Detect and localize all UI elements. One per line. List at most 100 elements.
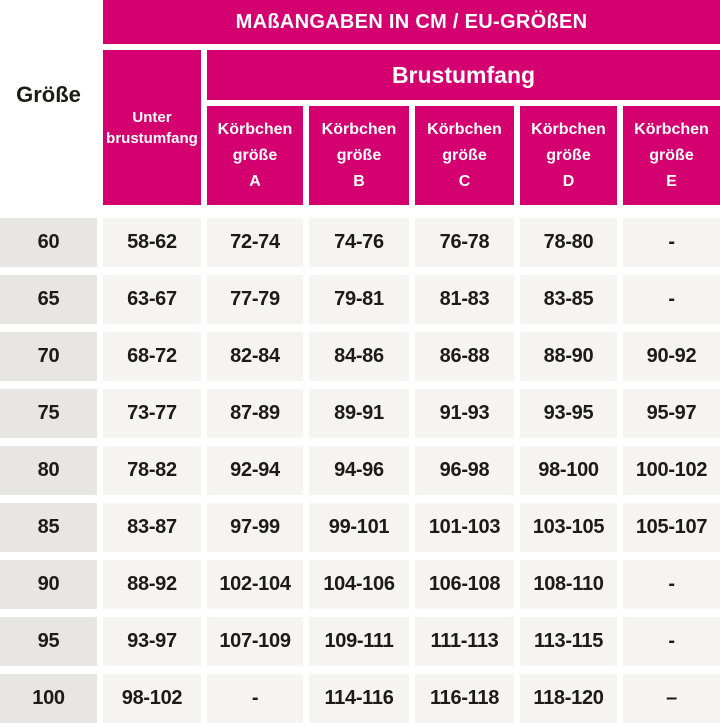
table-row: 65 63-67 77-79 79-81 81-83 83-85- xyxy=(0,275,720,324)
value-cell: - xyxy=(207,674,303,723)
cup-d-column-header: Körbchen größe D xyxy=(520,106,617,205)
value-cell: 111-113 xyxy=(415,617,514,666)
size-cell: 70 xyxy=(0,332,97,381)
table-row: 90 88-92 102-104 104-106 106-108 108-110- xyxy=(0,560,720,609)
cup-label-line2: größe xyxy=(546,146,591,164)
value-cell: 106-108 xyxy=(415,560,514,609)
cup-label-line1: Körbchen xyxy=(321,120,397,138)
cup-label-line1: Körbchen xyxy=(217,120,293,138)
cup-label-line1: Körbchen xyxy=(634,120,709,138)
table-title: MAßANGABEN IN CM / EU-GRÖßEN xyxy=(235,10,588,33)
cup-letter: A xyxy=(249,172,261,190)
value-cell: 95-97 xyxy=(623,389,720,438)
value-cell: 116-118 xyxy=(415,674,514,723)
value-cell: 86-88 xyxy=(415,332,514,381)
cup-label-line2: größe xyxy=(232,146,278,164)
value-cell: 89-91 xyxy=(309,389,409,438)
table-row: 95 93-97 107-109 109-111 111-113 113-115- xyxy=(0,617,720,666)
value-cell: 97-99 xyxy=(207,503,303,552)
size-cell: 75 xyxy=(0,389,97,438)
value-cell: 74-76 xyxy=(309,218,409,267)
value-cell: 88-90 xyxy=(520,332,617,381)
value-cell: - xyxy=(623,275,720,324)
cup-letter: E xyxy=(666,172,677,190)
value-cell: 88-92 xyxy=(103,560,201,609)
value-cell: 68-72 xyxy=(103,332,201,381)
value-cell: 78-80 xyxy=(520,218,617,267)
value-cell: 77-79 xyxy=(207,275,303,324)
value-cell: 113-115 xyxy=(520,617,617,666)
cup-c-column-header: Körbchen größe C xyxy=(415,106,514,205)
value-cell: - xyxy=(623,560,720,609)
bust-group-label: Brustumfang xyxy=(391,61,536,88)
table-row: 100 98-102-114-116 116-118 118-120– xyxy=(0,674,720,723)
value-cell: 104-106 xyxy=(309,560,409,609)
value-cell: 98-100 xyxy=(520,446,617,495)
cup-letter: B xyxy=(353,172,365,190)
cup-label-line2: größe xyxy=(336,146,382,164)
value-cell: 83-87 xyxy=(103,503,201,552)
value-cell: 91-93 xyxy=(415,389,514,438)
table-row: 60 58-62 72-74 74-76 76-78 78-80- xyxy=(0,218,720,267)
size-cell: 100 xyxy=(0,674,97,723)
value-cell: 84-86 xyxy=(309,332,409,381)
size-cell: 65 xyxy=(0,275,97,324)
value-cell: 101-103 xyxy=(415,503,514,552)
underbust-column-header: Unter brustumfang xyxy=(103,50,201,205)
value-cell: 72-74 xyxy=(207,218,303,267)
bust-group-header: Brustumfang xyxy=(207,50,720,100)
value-cell: 107-109 xyxy=(207,617,303,666)
table-body: 60 58-62 72-74 74-76 76-78 78-80-65 63-67 77-79… xyxy=(0,218,720,723)
value-cell: 83-85 xyxy=(520,275,617,324)
value-cell: 94-96 xyxy=(309,446,409,495)
cup-label-line1: Körbchen xyxy=(531,120,606,138)
table-row: 70 68-72 82-84 84-86 86-88 88-90 90-92 xyxy=(0,332,720,381)
value-cell: 98-102 xyxy=(103,674,201,723)
value-cell: 63-67 xyxy=(103,275,201,324)
value-cell: 99-101 xyxy=(309,503,409,552)
table-row: 85 83-87 97-99 99-101 101-103 103-105 105-107 xyxy=(0,503,720,552)
value-cell: 105-107 xyxy=(623,503,720,552)
value-cell: 93-95 xyxy=(520,389,617,438)
value-cell: 73-77 xyxy=(103,389,201,438)
underbust-label-line2: brustumfang xyxy=(106,129,198,147)
value-cell: - xyxy=(623,617,720,666)
size-cell: 95 xyxy=(0,617,97,666)
size-column-header: Größe xyxy=(0,50,97,205)
size-cell: 90 xyxy=(0,560,97,609)
value-cell: 109-111 xyxy=(309,617,409,666)
table-title-bar: MAßANGABEN IN CM / EU-GRÖßEN xyxy=(103,0,720,44)
cup-label-line1: Körbchen xyxy=(427,120,502,138)
value-cell: 79-81 xyxy=(309,275,409,324)
cup-label-line2: größe xyxy=(649,146,694,164)
value-cell: 118-120 xyxy=(520,674,617,723)
table-header: Größe Unter brustumfang Brustumfang Körb… xyxy=(0,50,720,205)
size-cell: 60 xyxy=(0,218,97,267)
value-cell: 58-62 xyxy=(103,218,201,267)
value-cell: 82-84 xyxy=(207,332,303,381)
value-cell: 93-97 xyxy=(103,617,201,666)
value-cell: 76-78 xyxy=(415,218,514,267)
cup-a-column-header: Körbchen größe A xyxy=(207,106,303,205)
cup-b-column-header: Körbchen größe B xyxy=(309,106,409,205)
underbust-label-line1: Unter xyxy=(132,108,172,126)
value-cell: – xyxy=(623,674,720,723)
value-cell: 78-82 xyxy=(103,446,201,495)
cup-letter: C xyxy=(458,172,471,190)
cup-e-column-header: Körbchen größe E xyxy=(623,106,720,205)
value-cell: 100-102 xyxy=(623,446,720,495)
size-cell: 85 xyxy=(0,503,97,552)
value-cell: - xyxy=(623,218,720,267)
value-cell: 90-92 xyxy=(623,332,720,381)
value-cell: 87-89 xyxy=(207,389,303,438)
table-row: 75 73-77 87-89 89-91 91-93 93-95 95-97 xyxy=(0,389,720,438)
value-cell: 114-116 xyxy=(309,674,409,723)
cup-label-line2: größe xyxy=(442,146,487,164)
value-cell: 102-104 xyxy=(207,560,303,609)
size-column-label: Größe xyxy=(16,82,81,107)
value-cell: 92-94 xyxy=(207,446,303,495)
value-cell: 103-105 xyxy=(520,503,617,552)
value-cell: 96-98 xyxy=(415,446,514,495)
table-row: 80 78-82 92-94 94-96 96-98 98-100 100-102 xyxy=(0,446,720,495)
